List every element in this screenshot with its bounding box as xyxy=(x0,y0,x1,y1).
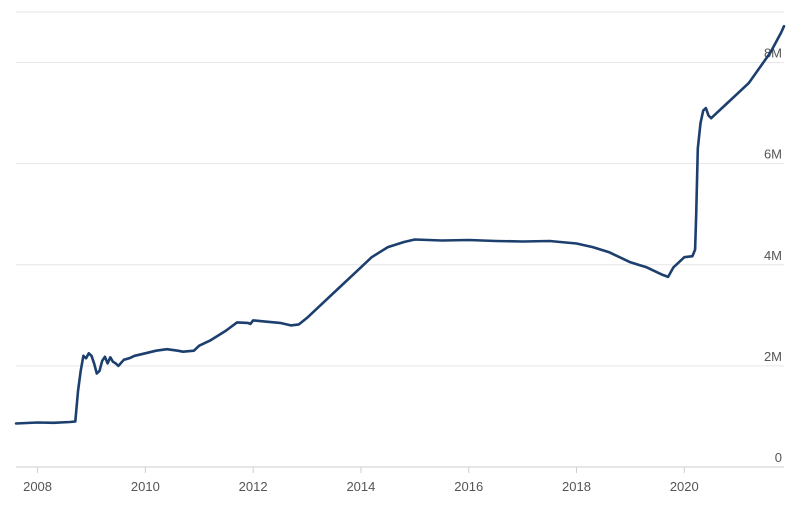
x-tick-label: 2018 xyxy=(562,479,591,494)
y-tick-label: 0 xyxy=(775,450,782,465)
y-tick-label: 2M xyxy=(764,349,782,364)
series-line-0 xyxy=(14,24,786,425)
grid-lines xyxy=(16,11,784,468)
x-tick-label: 2008 xyxy=(23,479,52,494)
x-tick-label: 2016 xyxy=(454,479,483,494)
x-tick-label: 2010 xyxy=(131,479,160,494)
x-axis-labels: 2008 2010 2012 2014 2016 2018 2020 xyxy=(23,467,699,494)
y-tick-label: 4M xyxy=(764,248,782,263)
y-tick-label: 6M xyxy=(764,147,782,162)
x-tick-label: 2014 xyxy=(346,479,375,494)
x-tick-label: 2020 xyxy=(670,479,699,494)
x-tick-label: 2012 xyxy=(239,479,268,494)
series-group xyxy=(14,24,786,425)
